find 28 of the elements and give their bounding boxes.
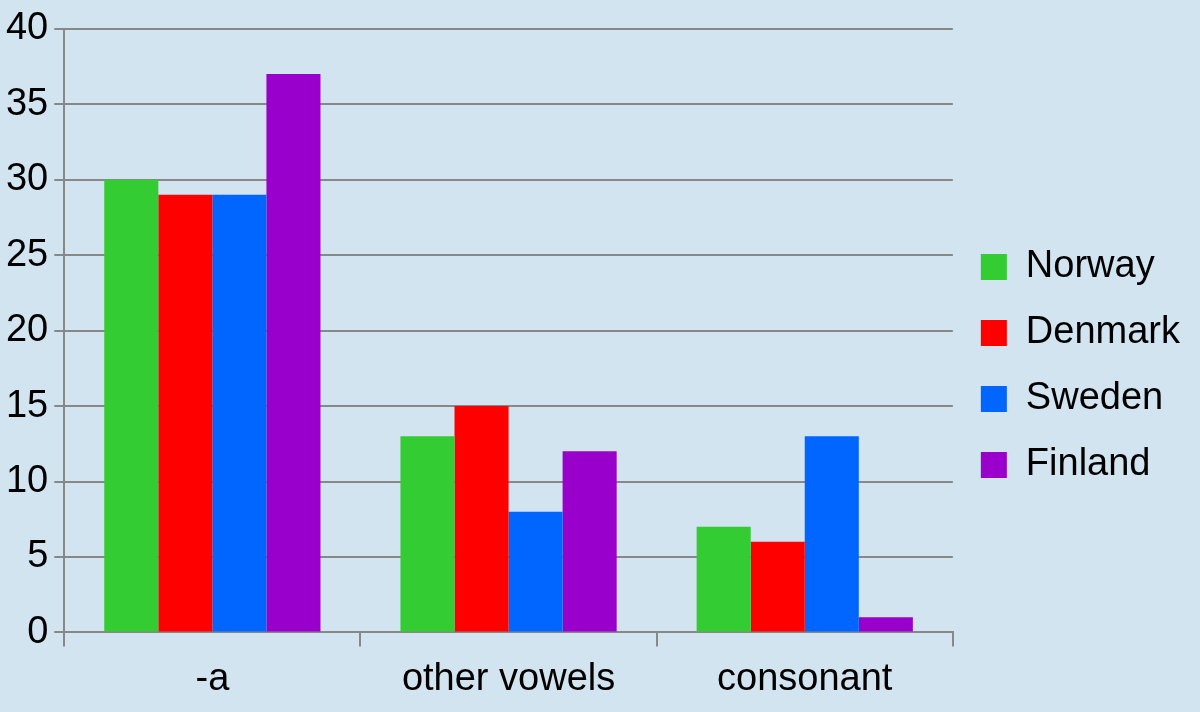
- y-tick-label: 35: [5, 80, 49, 123]
- bar: [508, 511, 563, 632]
- bar: [158, 194, 213, 632]
- y-tick-label: 40: [5, 5, 49, 48]
- bar: [266, 74, 321, 632]
- legend-label: Sweden: [1025, 375, 1164, 418]
- y-tick-label: 25: [5, 231, 49, 274]
- x-tick-label: -a: [195, 655, 231, 698]
- legend-label: Denmark: [1025, 309, 1181, 352]
- y-tick-label: 10: [5, 457, 49, 500]
- bar: [750, 541, 805, 632]
- x-tick-label: consonant: [717, 655, 893, 698]
- y-tick-label: 20: [5, 307, 49, 350]
- bar: [562, 451, 617, 632]
- bar: [804, 436, 859, 632]
- y-tick-label: 15: [5, 382, 49, 425]
- bar: [400, 436, 455, 632]
- bar: [212, 194, 267, 632]
- bar: [696, 526, 751, 632]
- y-tick-label: 30: [5, 156, 49, 199]
- legend-label: Norway: [1025, 243, 1155, 286]
- bar: [858, 617, 913, 632]
- legend-label: Finland: [1025, 441, 1151, 484]
- bar: [454, 406, 509, 632]
- y-tick-label: 5: [27, 533, 49, 576]
- x-tick-label: other vowels: [401, 655, 616, 698]
- y-tick-label: 0: [27, 608, 49, 651]
- bar: [104, 179, 159, 632]
